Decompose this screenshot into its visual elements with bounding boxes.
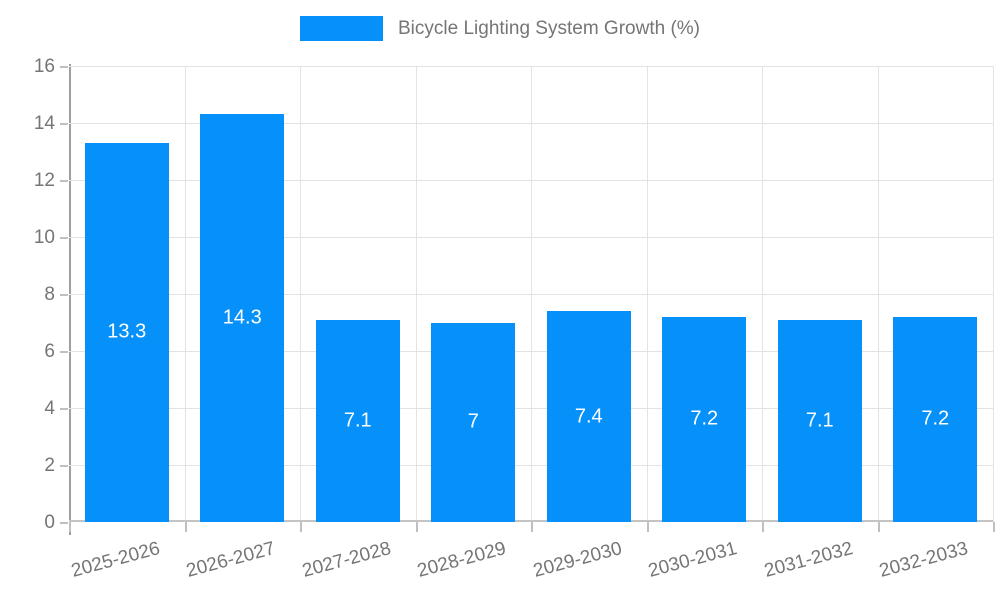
y-tick-label: 2 — [44, 455, 55, 476]
x-axis-line — [69, 520, 993, 522]
bar-value-label: 7.1 — [805, 409, 834, 432]
x-tick-label: 2031-2032 — [761, 538, 856, 582]
bar — [431, 322, 516, 522]
x-tick-mark — [646, 522, 649, 532]
bar — [200, 114, 285, 522]
y-tick-mark — [60, 66, 68, 68]
x-tick-label: 2027-2028 — [299, 538, 394, 582]
y-tick-label: 4 — [44, 398, 55, 419]
y-tick-mark — [60, 465, 68, 467]
v-gridline — [184, 66, 186, 522]
v-gridline — [762, 66, 763, 522]
y-tick-mark — [60, 180, 68, 182]
bar — [315, 319, 400, 522]
x-tick-label: 2025-2026 — [68, 538, 163, 582]
x-tick-label: 2026-2027 — [184, 538, 278, 582]
y-tick-label: 6 — [44, 341, 55, 362]
bar — [662, 316, 747, 522]
plot-area: 13.3 14.3 7.1 7 7.4 7.2 7.1 7.2 — [69, 66, 994, 522]
x-tick-mark — [184, 522, 187, 532]
x-tick-label: 2029-2030 — [530, 538, 625, 582]
y-tick-label: 8 — [44, 284, 55, 305]
x-tick-label: 2030-2031 — [646, 538, 740, 582]
v-gridline — [877, 66, 879, 522]
y-tick-label: 0 — [44, 512, 55, 533]
x-tick-mark — [531, 522, 533, 532]
x-tick-mark — [69, 522, 71, 532]
y-tick-mark — [60, 294, 68, 296]
bar-value-label: 14.3 — [222, 306, 262, 329]
y-tick-mark — [60, 237, 68, 239]
bar-value-label: 7 — [467, 410, 479, 433]
x-tick-label: 2028-2029 — [415, 538, 509, 582]
chart-legend: Bicycle Lighting System Growth (%) — [0, 16, 1000, 41]
bar-value-label: 13.3 — [107, 320, 147, 343]
bar — [84, 142, 169, 522]
y-tick-mark — [60, 123, 68, 125]
v-gridline — [993, 66, 994, 522]
x-tick-label: 2032-2033 — [877, 538, 971, 582]
legend-swatch — [300, 16, 383, 41]
y-tick-mark — [60, 351, 68, 353]
y-tick-label: 14 — [33, 113, 55, 134]
y-tick-label: 16 — [33, 56, 55, 77]
bar-value-label: 7.2 — [921, 407, 950, 430]
bar — [777, 319, 862, 522]
x-tick-mark — [300, 522, 302, 532]
v-gridline — [300, 66, 301, 522]
x-tick-mark — [415, 522, 418, 532]
x-tick-mark — [877, 522, 880, 532]
x-tick-mark — [993, 522, 995, 532]
bar-value-label: 7.1 — [343, 409, 372, 432]
y-tick-label: 10 — [33, 227, 55, 248]
bar-value-label: 7.2 — [690, 407, 719, 430]
bar — [893, 316, 978, 522]
v-gridline — [415, 66, 417, 522]
chart-title: Bicycle Lighting System Growth (%) — [398, 17, 700, 39]
y-tick-label: 12 — [33, 170, 55, 191]
x-tick-mark — [762, 522, 764, 532]
bar — [546, 311, 631, 522]
y-axis-line — [69, 64, 71, 535]
y-tick-mark — [60, 522, 68, 524]
bar-value-label: 7.4 — [574, 405, 603, 428]
v-gridline — [646, 66, 648, 522]
v-gridline — [531, 66, 532, 522]
y-tick-mark — [60, 408, 68, 410]
